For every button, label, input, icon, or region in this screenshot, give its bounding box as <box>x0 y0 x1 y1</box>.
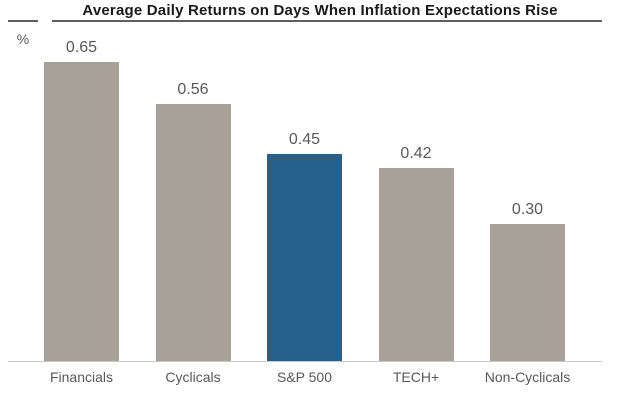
bar-cyclicals <box>155 104 231 362</box>
bar-tech <box>378 168 454 362</box>
bar-value-label-tech: 0.42 <box>400 145 432 162</box>
plot-area: 0.65 Financials 0.56 Cyclicals 0.45 S&P 500 0.… <box>44 0 571 385</box>
bar-value-label-non-cyclicals: 0.30 <box>511 201 544 218</box>
category-label-s-p-500: S&P 500 <box>276 369 332 385</box>
category-label-tech: TECH+ <box>392 369 440 385</box>
top-rule-left-segment <box>8 20 38 22</box>
bar-group-non-cyclicals: 0.30 Non-Cyclicals <box>485 201 571 385</box>
bar-group-cyclicals: 0.56 Cyclicals <box>155 81 231 385</box>
bar-group-s-p-500: 0.45 S&P 500 <box>267 131 342 385</box>
bar-group-financials: 0.65 Financials <box>44 39 119 385</box>
bar-non-cyclicals <box>490 224 565 362</box>
chart-title: Average Daily Returns on Days When Infla… <box>82 2 558 19</box>
category-label-cyclicals: Cyclicals <box>165 369 221 385</box>
category-label-non-cyclicals: Non-Cyclicals <box>484 369 571 385</box>
bar-s-p-500 <box>267 154 342 362</box>
title-underline-rule <box>52 20 602 22</box>
bar-value-label-s-p-500: 0.45 <box>288 131 321 148</box>
y-axis-unit-label: % <box>16 31 30 47</box>
bar-group-tech: 0.42 TECH+ <box>378 145 454 385</box>
bar-value-label-financials: 0.65 <box>65 39 98 56</box>
bar-financials <box>44 62 119 362</box>
x-axis-line <box>8 361 602 362</box>
bar-value-label-cyclicals: 0.56 <box>177 81 209 98</box>
category-label-financials: Financials <box>49 369 114 385</box>
